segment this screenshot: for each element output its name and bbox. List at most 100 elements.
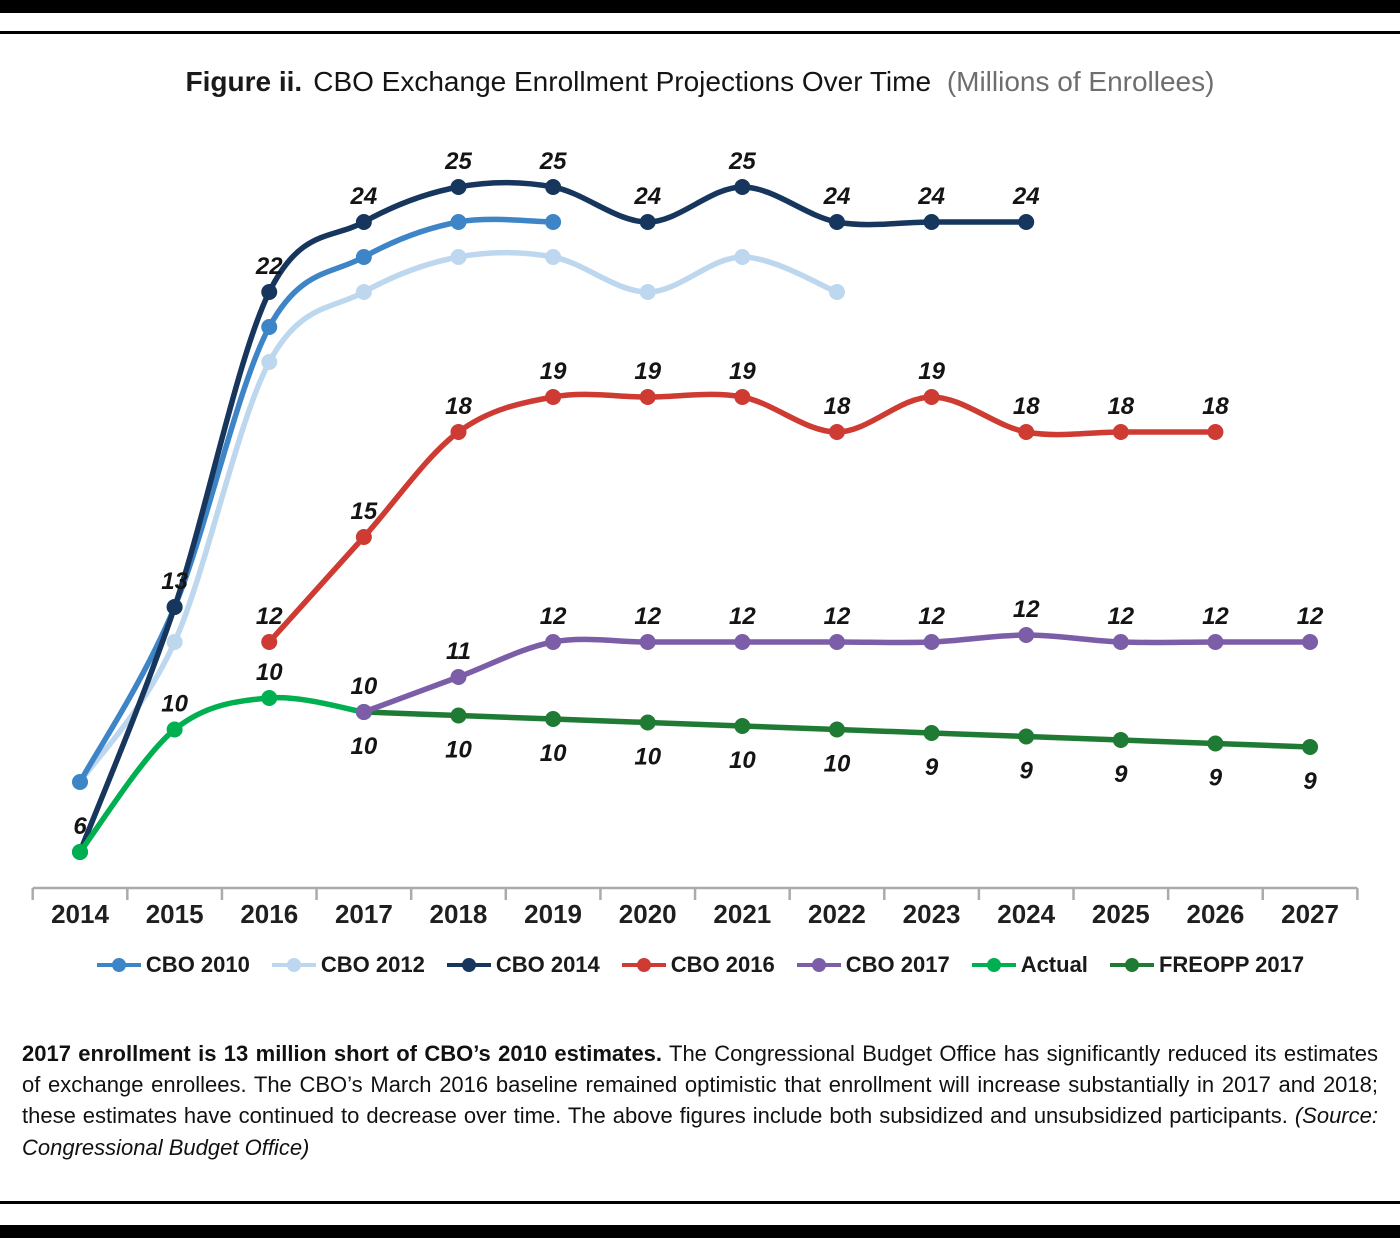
data-point-cbo-2016 [1018,424,1035,440]
data-point-cbo-2017 [1207,634,1224,650]
data-point-cbo-2014 [450,179,467,195]
data-label-cbo-2014-2021: 25 [728,148,756,175]
data-point-freopp-2017 [734,718,751,734]
data-point-cbo-2012 [450,249,467,265]
x-axis-label-2021: 2021 [713,899,771,929]
data-point-cbo-2014 [355,214,372,230]
x-axis-label-2023: 2023 [903,899,961,929]
data-point-cbo-2012 [261,354,278,370]
legend-marker-cbo-2010-icon [96,958,141,972]
top-thick-rule [0,0,1400,13]
figure-units-label: (Millions of Enrollees) [946,66,1215,97]
caption-body: The Congressional Budget Office has sign… [22,1041,1378,1129]
x-axis-label-2014: 2014 [51,899,109,929]
series-line-cbo-2012 [77,249,840,785]
legend-label-cbo-2014: CBO 2014 [495,952,600,977]
data-label-cbo-2014-2018: 25 [444,148,472,175]
data-point-freopp-2017 [450,707,467,724]
data-label-freopp-2017-2019: 10 [540,740,567,767]
data-label-cbo-2017-2018: 11 [446,638,471,665]
data-label-freopp-2017-2026: 9 [1209,765,1223,792]
legend-item-actual: Actual [971,952,1088,978]
data-point-cbo-2017 [450,669,467,685]
data-point-cbo-2016 [923,389,940,405]
data-point-cbo-2012 [355,284,372,300]
data-point-cbo-2016 [261,634,278,650]
legend-label-freopp-2017: FREOPP 2017 [1158,952,1305,977]
x-axis-label-2022: 2022 [808,899,866,929]
data-label-cbo-2016-2026: 18 [1202,393,1229,420]
data-point-cbo-2016 [734,389,751,405]
data-label-cbo-2016-2019: 19 [540,358,567,385]
figure-caption: 2017 enrollment is 13 million short of C… [22,1038,1378,1163]
legend-item-cbo-2014: CBO 2014 [446,952,600,978]
x-axis-label-2018: 2018 [430,899,488,929]
data-label-cbo-2016-2021: 19 [729,358,756,385]
x-axis-label-2024: 2024 [997,899,1055,929]
legend-label-cbo-2010: CBO 2010 [145,952,250,977]
caption-source: (Source: Congressional Budget Office) [22,1103,1378,1160]
legend-marker-cbo-2016-icon [621,958,666,972]
figure-title: Figure ii. CBO Exchange Enrollment Projec… [0,66,1400,98]
data-label-cbo-2016-2016: 12 [256,603,283,630]
data-label-cbo-2017-2019: 12 [540,603,567,630]
data-label-freopp-2017-2025: 9 [1114,761,1128,788]
data-point-cbo-2017 [355,704,372,720]
data-label-cbo-2017-2017: 10 [351,673,378,700]
x-axis-label-2027: 2027 [1281,899,1339,929]
data-point-cbo-2016 [1207,424,1224,440]
data-point-cbo-2014 [828,214,845,230]
data-label-cbo-2017-2022: 12 [824,603,851,630]
data-point-cbo-2010 [261,319,278,335]
data-point-cbo-2010 [355,249,372,265]
data-label-cbo-2014-2017: 24 [350,183,378,210]
x-axis-label-2020: 2020 [619,899,677,929]
data-point-freopp-2017 [828,721,845,738]
data-point-cbo-2017 [639,634,656,650]
legend-item-cbo-2017: CBO 2017 [796,952,950,978]
legend-marker-cbo-2017-icon [796,958,841,972]
data-point-freopp-2017 [1207,735,1224,752]
data-point-cbo-2010 [450,214,467,230]
data-point-cbo-2016 [639,389,656,405]
data-point-cbo-2012 [639,284,656,300]
data-point-cbo-2014 [166,599,183,615]
data-point-cbo-2016 [1112,424,1129,440]
data-point-cbo-2010 [72,774,88,790]
data-label-cbo-2014-2024: 24 [1012,183,1040,210]
series-line-cbo-2010 [77,216,556,785]
figure-label: Figure ii. [185,66,303,97]
data-label-cbo-2014-2016: 22 [255,253,283,280]
data-label-actual-2016: 10 [256,659,283,686]
legend-label-cbo-2017: CBO 2017 [845,952,950,977]
data-label-cbo-2014-2015: 13 [161,568,188,595]
data-point-actual [261,690,278,706]
data-label-freopp-2017-2020: 10 [634,744,661,771]
data-point-freopp-2017 [1112,732,1129,748]
data-point-cbo-2017 [1018,627,1035,643]
caption-lead: 2017 enrollment is 13 million short of C… [22,1041,663,1066]
data-point-cbo-2017 [734,634,751,650]
legend-item-cbo-2016: CBO 2016 [621,952,775,978]
bottom-thick-rule [0,1225,1400,1238]
top-thin-rule [0,31,1400,34]
data-label-actual-2015: 10 [161,691,188,718]
data-point-actual [166,721,183,738]
data-point-cbo-2016 [828,424,845,440]
data-label-freopp-2017-2027: 9 [1303,768,1317,795]
data-label-freopp-2017-2018: 10 [445,737,472,764]
data-point-actual [72,844,88,860]
data-label-cbo-2017-2020: 12 [634,603,661,630]
legend: CBO 2010 CBO 2012 CBO 2014 CBO 2016 CBO 2017… [0,952,1400,978]
data-point-freopp-2017 [923,725,940,741]
data-point-freopp-2017 [1302,739,1319,755]
data-point-cbo-2010 [545,214,562,230]
data-point-cbo-2017 [1112,634,1129,650]
legend-item-cbo-2012: CBO 2012 [271,952,425,978]
data-label-freopp-2017-2024: 9 [1020,758,1034,785]
data-label-cbo-2016-2022: 18 [824,393,851,420]
legend-marker-actual-icon [971,958,1016,972]
data-point-cbo-2012 [734,249,751,265]
data-point-cbo-2014 [1018,214,1035,230]
